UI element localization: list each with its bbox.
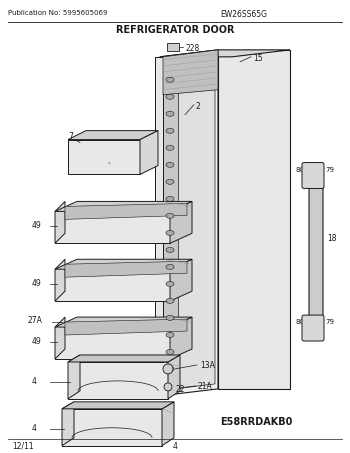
Polygon shape xyxy=(140,130,158,174)
Text: 13A: 13A xyxy=(200,361,215,370)
Text: 4: 4 xyxy=(32,424,37,433)
Text: 228: 228 xyxy=(185,44,199,53)
FancyBboxPatch shape xyxy=(309,183,323,319)
Polygon shape xyxy=(160,50,218,396)
Polygon shape xyxy=(163,50,218,95)
Ellipse shape xyxy=(166,162,174,167)
Text: E58RRDAKB0: E58RRDAKB0 xyxy=(220,417,292,427)
Polygon shape xyxy=(68,355,180,362)
Ellipse shape xyxy=(166,94,174,99)
Text: 4: 4 xyxy=(173,442,177,451)
Text: 7: 7 xyxy=(68,132,73,140)
Circle shape xyxy=(164,383,172,391)
Polygon shape xyxy=(170,317,192,359)
Polygon shape xyxy=(68,140,140,174)
FancyBboxPatch shape xyxy=(302,315,324,341)
Ellipse shape xyxy=(166,77,174,82)
Polygon shape xyxy=(55,259,192,269)
Polygon shape xyxy=(163,65,178,384)
Polygon shape xyxy=(155,57,163,396)
Ellipse shape xyxy=(166,179,174,184)
Text: 2: 2 xyxy=(196,102,201,111)
Polygon shape xyxy=(160,50,290,57)
Text: 4: 4 xyxy=(32,377,37,386)
Text: 27A: 27A xyxy=(28,316,43,325)
Polygon shape xyxy=(68,130,158,140)
Text: 80: 80 xyxy=(296,167,305,173)
Polygon shape xyxy=(218,50,290,389)
Bar xyxy=(167,43,179,51)
Ellipse shape xyxy=(166,265,174,270)
Polygon shape xyxy=(55,317,192,327)
Polygon shape xyxy=(55,327,170,359)
Text: REFRIGERATOR DOOR: REFRIGERATOR DOOR xyxy=(116,25,234,35)
Polygon shape xyxy=(62,409,162,446)
Ellipse shape xyxy=(166,128,174,133)
Text: 49: 49 xyxy=(32,279,42,288)
Polygon shape xyxy=(55,317,65,359)
Polygon shape xyxy=(55,212,170,243)
Polygon shape xyxy=(68,362,168,399)
Text: 49: 49 xyxy=(32,222,42,231)
Polygon shape xyxy=(55,269,170,301)
Ellipse shape xyxy=(166,333,174,337)
Text: *: * xyxy=(108,162,111,167)
Polygon shape xyxy=(65,319,187,335)
Polygon shape xyxy=(168,355,180,399)
Polygon shape xyxy=(170,202,192,243)
Polygon shape xyxy=(160,57,175,396)
Text: 80: 80 xyxy=(296,319,305,325)
Ellipse shape xyxy=(166,213,174,218)
Polygon shape xyxy=(62,402,174,409)
Polygon shape xyxy=(68,355,80,399)
Text: Publication No: 5995605069: Publication No: 5995605069 xyxy=(8,10,107,16)
Text: 79: 79 xyxy=(325,167,334,173)
Polygon shape xyxy=(162,402,174,446)
Ellipse shape xyxy=(166,247,174,252)
Ellipse shape xyxy=(166,145,174,150)
Polygon shape xyxy=(55,259,65,301)
Polygon shape xyxy=(175,60,215,389)
Text: 49: 49 xyxy=(32,337,42,346)
Polygon shape xyxy=(62,402,74,446)
Polygon shape xyxy=(170,259,192,301)
Ellipse shape xyxy=(166,281,174,286)
Text: 79: 79 xyxy=(325,319,334,325)
Polygon shape xyxy=(65,261,187,277)
Text: 15: 15 xyxy=(253,54,262,63)
Ellipse shape xyxy=(166,349,174,354)
Ellipse shape xyxy=(166,196,174,201)
Ellipse shape xyxy=(166,366,174,371)
Text: EW26SS65G: EW26SS65G xyxy=(220,10,267,19)
Polygon shape xyxy=(55,202,65,243)
Ellipse shape xyxy=(166,111,174,116)
Text: 18: 18 xyxy=(327,234,336,243)
Ellipse shape xyxy=(166,299,174,304)
Text: 22: 22 xyxy=(175,385,184,394)
Text: 12/11: 12/11 xyxy=(12,442,34,451)
Circle shape xyxy=(163,364,173,374)
Polygon shape xyxy=(65,203,187,219)
Text: 21A: 21A xyxy=(198,382,213,391)
FancyBboxPatch shape xyxy=(302,163,324,188)
Polygon shape xyxy=(55,202,192,212)
Ellipse shape xyxy=(166,315,174,320)
Ellipse shape xyxy=(166,231,174,236)
